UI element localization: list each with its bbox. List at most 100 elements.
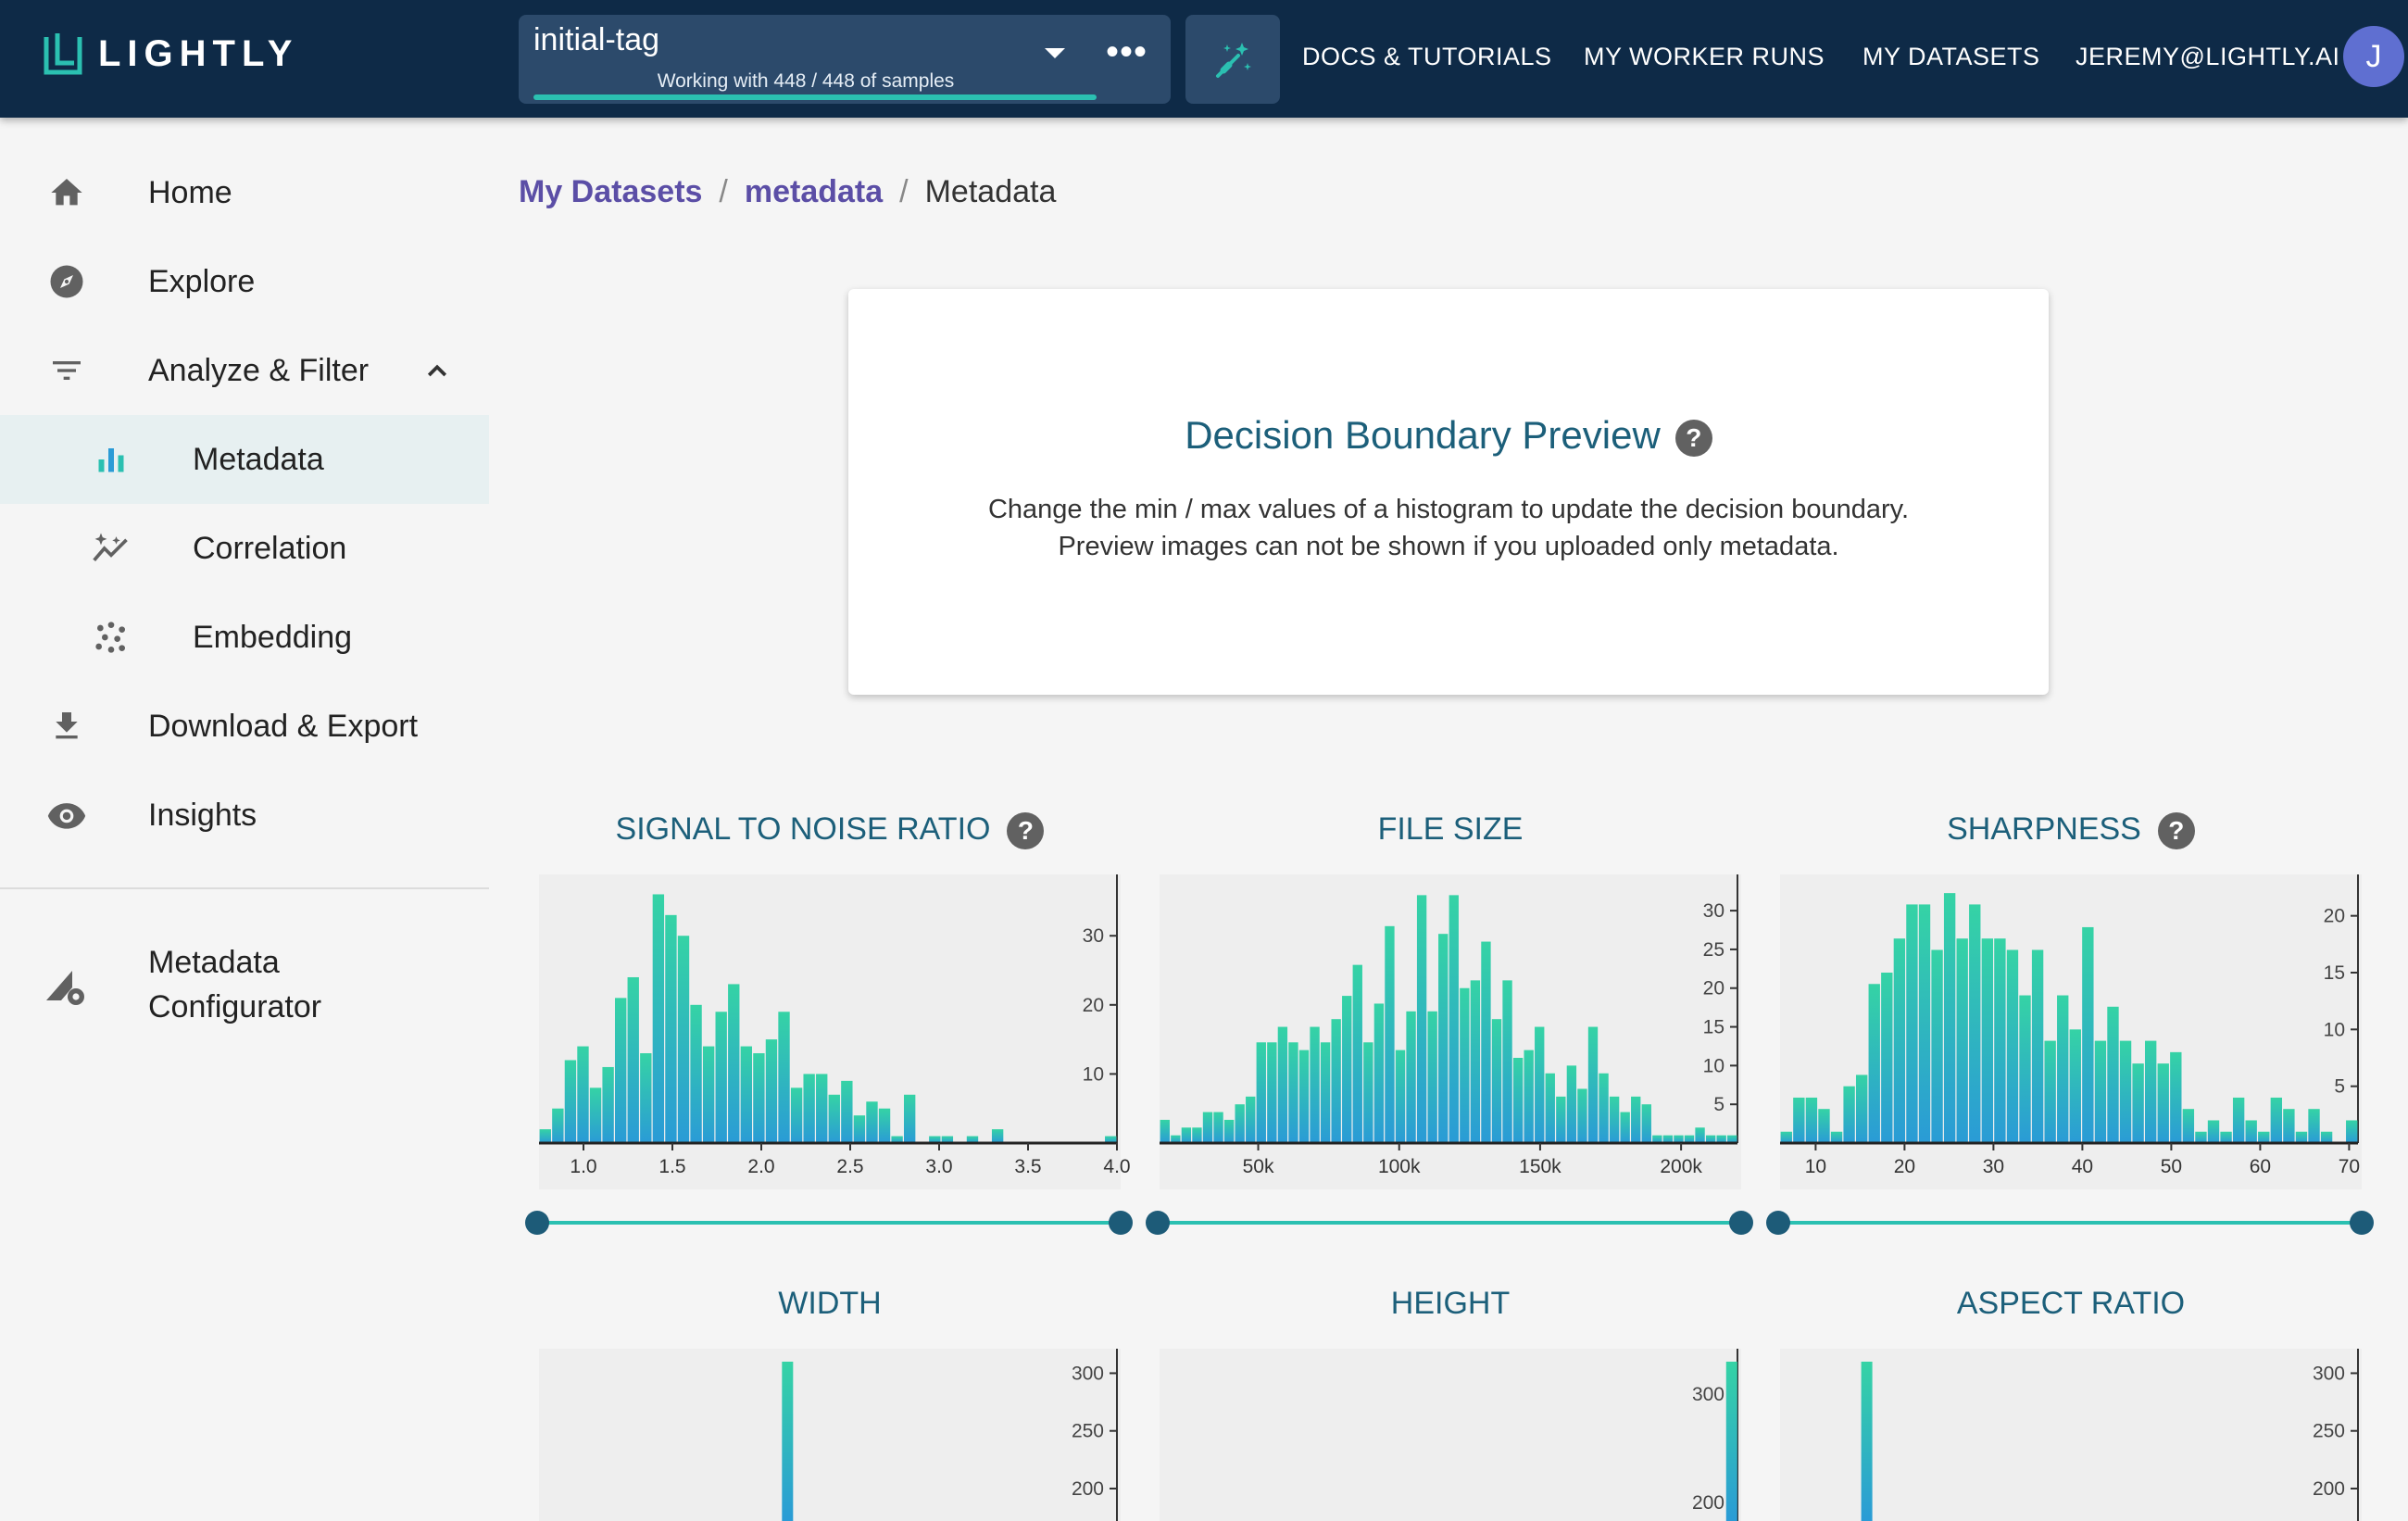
histogram-sharpness[interactable]: 5 10 15 20 10 20 30 40 50 60 70 <box>1780 874 2373 1189</box>
histogram-bar <box>1373 1003 1385 1143</box>
histogram-bar <box>1181 1127 1192 1143</box>
histogram-bar <box>2144 1040 2157 1143</box>
tag-selector[interactable]: initial-tag ••• Working with 448 / 448 o… <box>519 15 1171 104</box>
nav-user-account[interactable]: JEREMY@LIGHTLY.AI <box>2076 43 2340 70</box>
nav-my-datasets[interactable]: MY DATASETS <box>1862 43 2040 70</box>
nav-my-worker-runs[interactable]: MY WORKER RUNS <box>1584 43 1825 70</box>
x-tick-label: 3.0 <box>925 1156 952 1177</box>
histogram-bar <box>1202 1112 1213 1143</box>
histogram-bar <box>1674 1135 1684 1143</box>
histogram-bar <box>790 1087 803 1143</box>
scatter-dots-icon <box>89 615 133 660</box>
histogram-bar <box>803 1074 815 1143</box>
slider-track[interactable] <box>537 1221 1121 1225</box>
slider-track[interactable] <box>1158 1221 1741 1225</box>
histogram-bar <box>753 1053 765 1143</box>
histogram-bar <box>1609 1096 1620 1143</box>
histogram-bar <box>866 1101 878 1143</box>
tag-name: initial-tag <box>533 22 660 57</box>
logo-text: LIGHTLY <box>98 32 299 74</box>
avatar[interactable]: J <box>2343 26 2404 87</box>
slider-min-handle[interactable] <box>1766 1211 1790 1235</box>
lightly-logo[interactable]: LIGHTLY <box>43 30 298 78</box>
histogram-bar <box>1192 1127 1202 1143</box>
histogram-aspect-ratio[interactable]: 150200250300 <box>1780 1349 2373 1521</box>
more-options-icon[interactable]: ••• <box>1106 31 1148 72</box>
histogram-bar <box>1267 1042 1277 1143</box>
histogram-height[interactable]: 200 300 <box>1160 1349 1752 1521</box>
histogram-bar <box>2195 1131 2207 1143</box>
y-tick-label: 250 <box>2313 1421 2345 1442</box>
sidebar-item-embedding[interactable]: Embedding <box>0 593 489 682</box>
slider-max-handle[interactable] <box>1109 1211 1133 1235</box>
range-slider-file-size[interactable] <box>1146 1211 1753 1235</box>
x-tick-label: 50k <box>1243 1156 1274 1177</box>
histogram-bar <box>1223 1119 1235 1143</box>
histogram-bar <box>1893 938 1906 1143</box>
histogram-bar <box>1805 1097 1818 1143</box>
sidebar-item-insights[interactable]: Insights <box>0 771 489 860</box>
breadcrumb-dataset[interactable]: metadata <box>744 174 884 209</box>
histogram-bar <box>1535 1026 1545 1143</box>
histogram-file-size[interactable]: 5 10 15 20 25 30 50k 100k 150k 200k <box>1160 874 1752 1189</box>
histogram-bar <box>2069 1029 2081 1143</box>
plot-background <box>1780 1349 2362 1521</box>
slider-max-handle[interactable] <box>2350 1211 2374 1235</box>
breadcrumb-my-datasets[interactable]: My Datasets <box>519 174 703 209</box>
histogram-bar <box>614 998 627 1143</box>
histogram-bar <box>1277 1026 1288 1143</box>
x-tick-label: 2.5 <box>836 1156 863 1177</box>
range-slider-sharpness[interactable] <box>1766 1211 2374 1235</box>
histogram-bar <box>665 914 677 1143</box>
sidebar-item-analyze-filter[interactable]: Analyze & Filter <box>0 326 489 415</box>
histogram-bar <box>1213 1112 1223 1143</box>
magic-wand-button[interactable] <box>1185 15 1280 104</box>
sidebar-item-download-export[interactable]: Download & Export <box>0 682 489 771</box>
histogram-bar <box>1320 1042 1331 1143</box>
slider-min-handle[interactable] <box>525 1211 549 1235</box>
histogram-bar <box>1830 1131 1843 1143</box>
nav-docs-tutorials[interactable]: DOCS & TUTORIALS <box>1302 43 1552 70</box>
x-tick-label: 1.5 <box>658 1156 685 1177</box>
sidebar-item-label: Insights <box>148 797 257 833</box>
histogram-bar <box>2019 995 2031 1143</box>
download-icon <box>44 704 89 748</box>
sidebar-item-metadata-configurator[interactable]: Metadata Configurator <box>0 941 489 1037</box>
help-icon[interactable]: ? <box>1007 812 1045 850</box>
chevron-up-icon[interactable] <box>415 348 459 393</box>
histogram-bar <box>1780 1131 1792 1143</box>
histogram-bar <box>1695 1127 1705 1143</box>
histogram-bar <box>1620 1112 1630 1143</box>
sidebar-item-label: Analyze & Filter <box>148 352 370 388</box>
histogram-bar <box>991 1129 1004 1143</box>
histogram-title-height: HEIGHT <box>1390 1286 1511 1321</box>
configurator-icon <box>43 963 87 1008</box>
histogram-width[interactable]: 150200250300 <box>539 1349 1132 1521</box>
histogram-bar <box>1342 996 1352 1143</box>
sidebar-item-correlation[interactable]: Correlation <box>0 504 489 593</box>
slider-track[interactable] <box>1778 1221 2362 1225</box>
histogram-bar <box>1524 1050 1534 1143</box>
histogram-signal-to-noise-ratio[interactable]: 10 20 30 1.0 1.5 2.0 2.5 3.0 3.5 4.0 <box>539 874 1132 1189</box>
slider-min-handle[interactable] <box>1146 1211 1170 1235</box>
sidebar-item-label: Metadata <box>148 945 280 980</box>
histogram-bar <box>1105 1136 1117 1143</box>
tag-sample-count: Working with 448 / 448 of samples <box>657 70 955 92</box>
help-icon[interactable]: ? <box>2157 812 2195 850</box>
sidebar-item-metadata[interactable]: Metadata <box>0 415 489 504</box>
histogram-bar <box>1918 904 1931 1143</box>
sidebar-item-home[interactable]: Home <box>0 148 489 237</box>
x-tick-label: 2.0 <box>747 1156 774 1177</box>
slider-max-handle[interactable] <box>1729 1211 1753 1235</box>
help-icon[interactable]: ? <box>1674 419 1712 457</box>
plot-background <box>1160 1349 1741 1521</box>
range-slider-snr[interactable] <box>525 1211 1133 1235</box>
histogram-bar <box>1716 1135 1726 1143</box>
chevron-down-icon[interactable] <box>1045 48 1065 58</box>
sidebar-item-label: Configurator <box>148 989 322 1024</box>
histogram-bar <box>1725 1362 1737 1521</box>
histogram-bar <box>2258 1131 2270 1143</box>
histogram-title-sharpness: SHARPNESS? <box>1780 811 2362 850</box>
histogram-bar <box>782 1362 794 1521</box>
sidebar-item-explore[interactable]: Explore <box>0 237 489 326</box>
